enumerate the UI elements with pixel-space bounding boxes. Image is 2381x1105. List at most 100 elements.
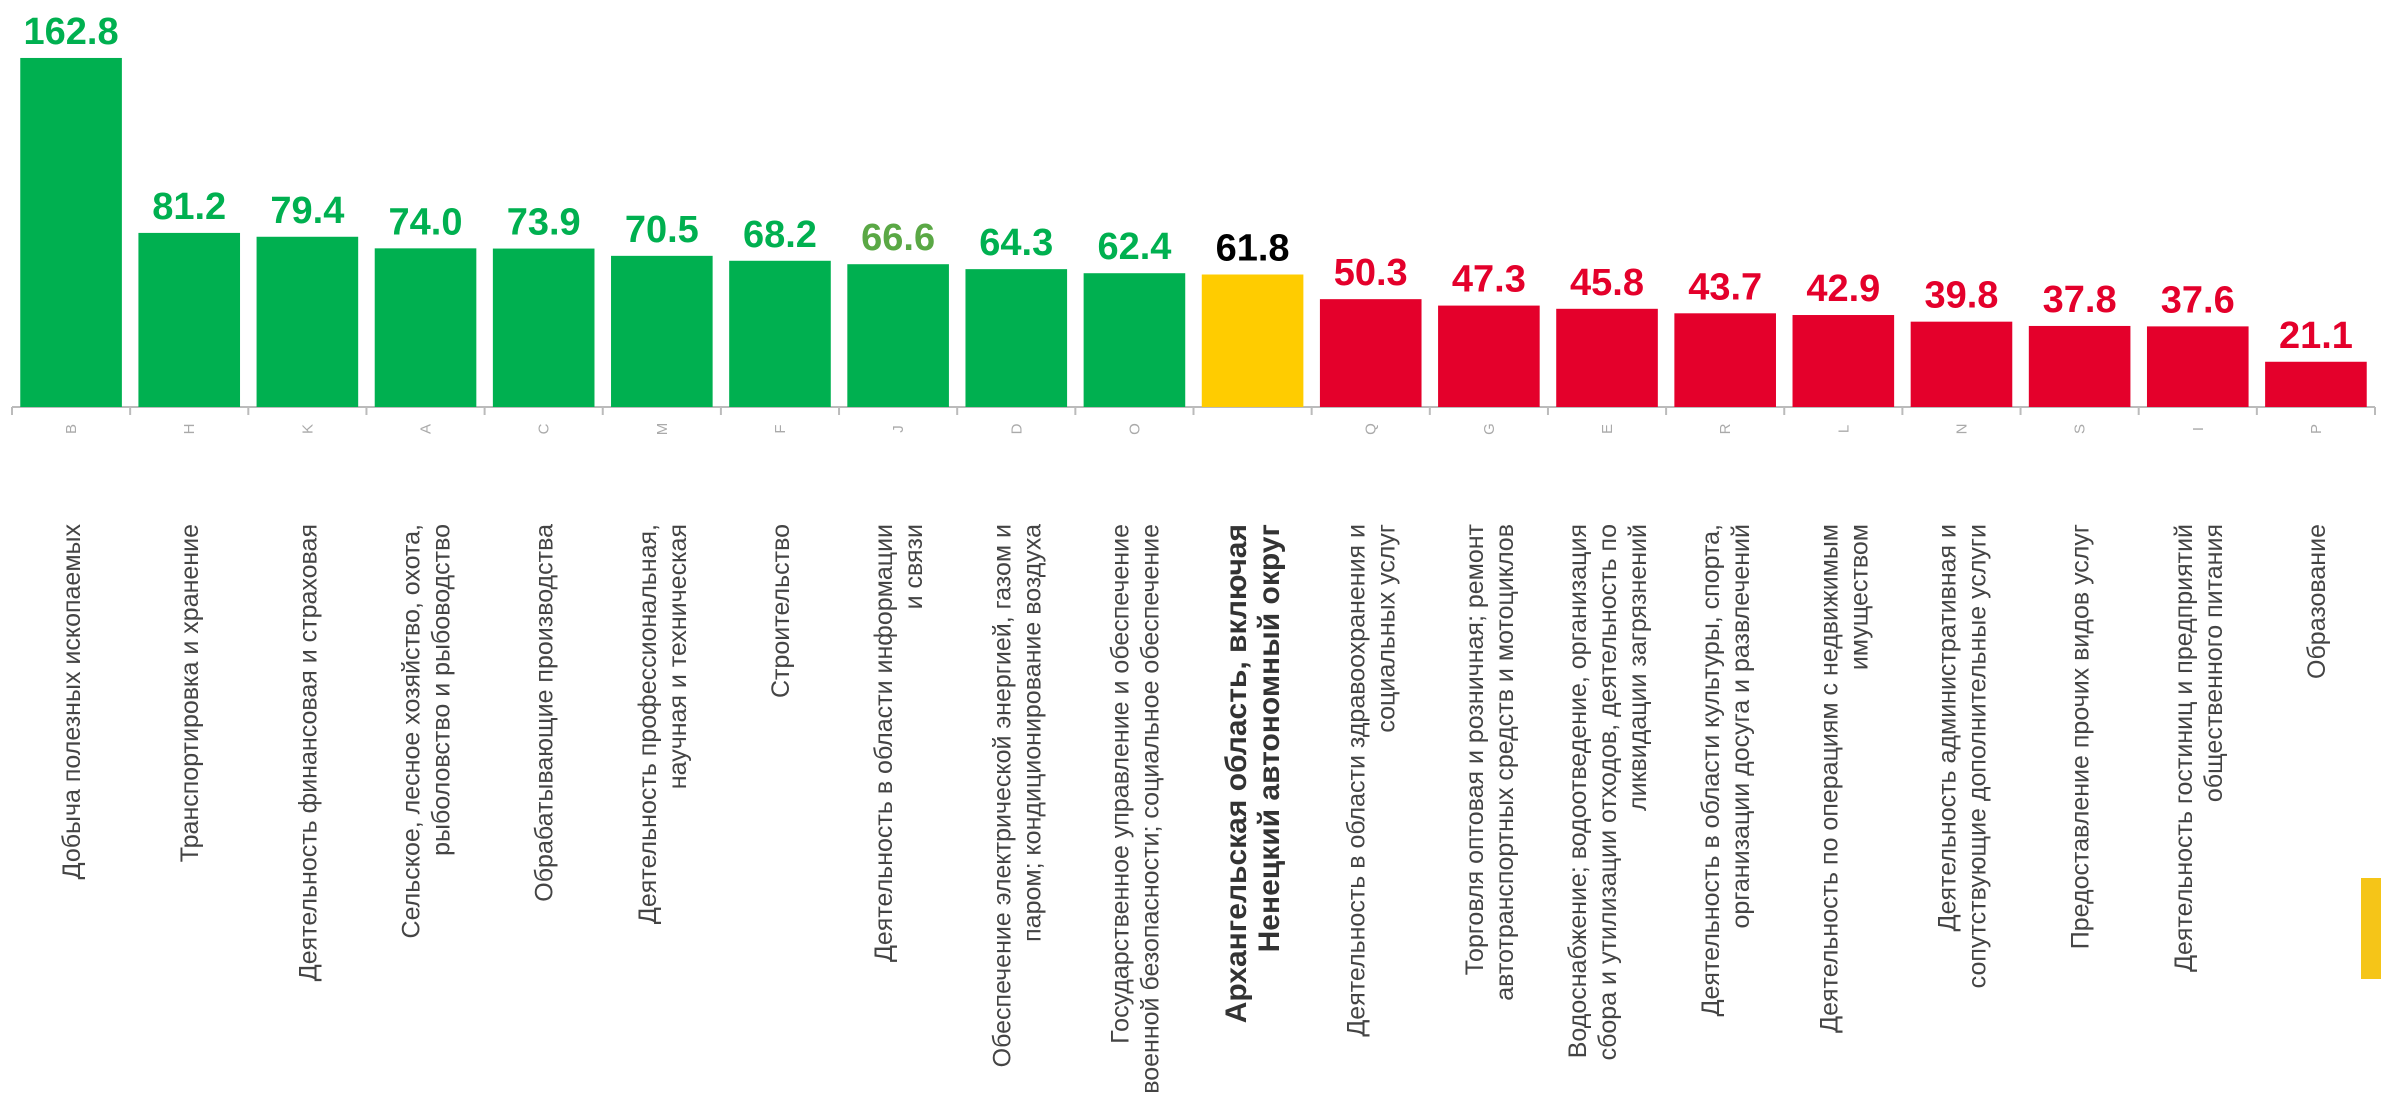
category-code: B <box>63 424 80 434</box>
category-code: C <box>536 423 553 434</box>
category-code: P <box>2308 424 2325 434</box>
value-label: 42.9 <box>1806 268 1880 310</box>
category-code: A <box>418 424 435 434</box>
value-label: 43.7 <box>1688 266 1762 308</box>
bar <box>1911 322 2013 407</box>
category-line: Сельское, лесное хозяйство, охота, <box>398 524 426 938</box>
category-line: Деятельность по операциям с недвижимым <box>1815 524 1843 1033</box>
category-code: M <box>654 423 671 436</box>
category-line: Транспортировка и хранение <box>176 524 204 862</box>
value-label: 47.3 <box>1452 259 1526 301</box>
value-label: 39.8 <box>1924 275 1998 317</box>
category-line: и связи <box>900 524 928 609</box>
category-label: Добыча полезных ископаемых <box>58 524 86 880</box>
bar <box>2029 326 2131 407</box>
category-line: общественного питания <box>2200 524 2228 802</box>
value-label: 61.8 <box>1216 228 1290 270</box>
bar <box>965 269 1067 407</box>
category-code: Q <box>1363 423 1380 435</box>
value-label: 45.8 <box>1570 262 1644 304</box>
category-line: военной безопасности; социальное обеспеч… <box>1136 524 1164 1094</box>
category-label: Деятельность административная исопутству… <box>1933 524 1991 988</box>
value-label: 74.0 <box>389 201 463 243</box>
category-line: имуществом <box>1845 524 1873 670</box>
value-label: 66.6 <box>861 217 935 259</box>
category-label: Архангельская область, включаяНенецкий а… <box>1220 524 1286 1023</box>
category-line: сбора и утилизации отходов, деятельность… <box>1594 524 1622 1060</box>
value-label: 79.4 <box>270 190 344 232</box>
category-line: автотранспортных средств и мотоциклов <box>1491 524 1519 1001</box>
category-line: Государственное управление и обеспечение <box>1106 524 1134 1044</box>
value-label: 21.1 <box>2279 315 2353 357</box>
category-line: ликвидации загрязнений <box>1624 524 1652 811</box>
category-line: научная и техническая <box>664 524 692 789</box>
category-line: Предоставление прочих видов услуг <box>2067 524 2095 949</box>
bar <box>2265 362 2367 407</box>
bar <box>1084 273 1186 407</box>
category-line: Деятельность финансовая и страховая <box>294 524 322 981</box>
bar <box>493 249 595 407</box>
category-code: S <box>2072 424 2089 434</box>
bar <box>1438 306 1540 407</box>
category-label: Деятельность в области здравоохранения и… <box>1343 524 1401 1037</box>
category-label: Государственное управление и обеспечение… <box>1106 524 1164 1094</box>
category-line: Деятельность административная и <box>1933 524 1961 931</box>
category-label: Деятельность гостиниц и предприятийобщес… <box>2170 524 2228 972</box>
category-line: Образование <box>2303 524 2331 679</box>
category-line: паром; кондиционирование воздуха <box>1018 524 1046 942</box>
bar <box>2147 326 2249 407</box>
value-label: 70.5 <box>625 209 699 251</box>
category-line: Ненецкий автономный округ <box>1253 524 1286 952</box>
category-line: Добыча полезных ископаемых <box>58 524 86 880</box>
bar <box>1793 315 1895 407</box>
category-label: Торговля оптовая и розничная; ремонтавто… <box>1461 523 1519 1000</box>
category-code: I <box>2190 427 2207 431</box>
category-line: социальных услуг <box>1373 524 1401 733</box>
value-label: 64.3 <box>979 222 1053 264</box>
category-label: Деятельность в области культуры, спорта,… <box>1697 524 1755 1016</box>
bar <box>1320 299 1422 407</box>
category-line: организации досуга и развлечений <box>1727 524 1755 928</box>
category-code: G <box>1481 423 1498 435</box>
category-code: N <box>1953 424 1970 435</box>
decor <box>2361 878 2381 979</box>
category-label: Водоснабжение; водоотведение, организаци… <box>1564 524 1652 1060</box>
value-label: 50.3 <box>1334 252 1408 294</box>
category-code: L <box>1835 425 1852 433</box>
category-code: O <box>1126 423 1143 435</box>
category-line: Деятельность гостиниц и предприятий <box>2170 524 2198 972</box>
category-code: H <box>181 424 198 435</box>
value-label: 81.2 <box>152 186 226 228</box>
category-line: Деятельность в области культуры, спорта, <box>1697 524 1725 1016</box>
category-line: Архангельская область, включая <box>1220 524 1253 1023</box>
category-label: Транспортировка и хранение <box>176 524 204 862</box>
category-label: Строительство <box>767 524 795 698</box>
bar <box>1556 309 1658 407</box>
category-label: Деятельность финансовая и страховая <box>294 524 322 981</box>
bar <box>1674 313 1776 407</box>
category-code: F <box>772 424 789 433</box>
category-code: E <box>1599 424 1616 434</box>
category-label: Предоставление прочих видов услуг <box>2067 524 2095 949</box>
value-label: 62.4 <box>1097 226 1171 268</box>
bar <box>1202 275 1304 407</box>
bar <box>375 248 477 407</box>
chart: 162.8 B Добыча полезных ископаемых 81.2 H Тра… <box>0 0 2381 1105</box>
bar <box>729 261 831 407</box>
category-line: Обеспечение электрической энергией, газо… <box>988 524 1016 1067</box>
value-label: 73.9 <box>507 202 581 244</box>
value-label: 68.2 <box>743 214 817 256</box>
category-line: сопутствующие дополнительные услуги <box>1963 524 1991 988</box>
value-label: 37.6 <box>2161 279 2235 321</box>
category-label: Деятельность профессиональная,научная и … <box>634 524 692 924</box>
category-label: Сельское, лесное хозяйство, охота,рыболо… <box>398 524 456 938</box>
value-label: 162.8 <box>24 11 119 53</box>
bar <box>138 233 240 407</box>
category-code: K <box>299 424 316 434</box>
category-label: Образование <box>2303 524 2331 679</box>
category-label: Деятельность по операциям с недвижимымим… <box>1815 524 1873 1033</box>
category-code: J <box>890 425 907 433</box>
category-label: Обеспечение электрической энергией, газо… <box>988 524 1046 1067</box>
category-line: Деятельность в области здравоохранения и <box>1343 524 1371 1037</box>
category-code: R <box>1717 423 1734 434</box>
